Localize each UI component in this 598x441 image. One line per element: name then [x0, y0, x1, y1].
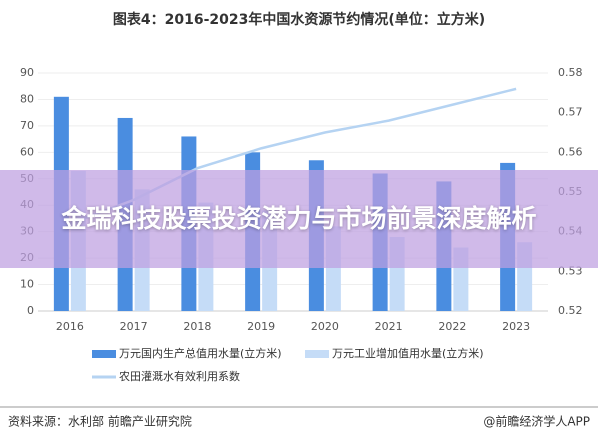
banner: 金瑞科技股票投资潜力与市场前景深度解析 [0, 170, 598, 268]
legend-swatch [305, 350, 329, 358]
x-tick-label: 2019 [247, 320, 275, 333]
x-tick-label: 2023 [502, 320, 530, 333]
y-tick-label: 60 [20, 145, 34, 158]
legend-label: 万元国内生产总值用水量(立方米) [119, 346, 282, 360]
x-tick-label: 2021 [375, 320, 403, 333]
legend-label: 万元工业增加值用水量(立方米) [332, 346, 484, 360]
y2-tick-label: 0.52 [558, 304, 583, 317]
y-tick-label: 70 [20, 119, 34, 132]
x-tick-label: 2018 [183, 320, 211, 333]
y2-tick-label: 0.56 [558, 145, 583, 158]
footer-brand: @前瞻经济学人APP [483, 414, 590, 429]
y-tick-label: 80 [20, 92, 34, 105]
y-tick-label: 90 [20, 66, 34, 79]
y-tick-label: 0 [27, 304, 34, 317]
footer-source: 资料来源：水利部 前瞻产业研究院 [8, 414, 192, 429]
chart-title: 图表4：2016-2023年中国水资源节约情况(单位：立方米) [113, 11, 485, 28]
y2-tick-label: 0.58 [558, 66, 583, 79]
x-tick-label: 2016 [56, 320, 84, 333]
legend-label: 农田灌溉水有效利用系数 [119, 369, 240, 383]
x-tick-label: 2022 [438, 320, 466, 333]
x-tick-label: 2020 [311, 320, 339, 333]
x-tick-label: 2017 [120, 320, 148, 333]
legend-swatch [92, 350, 116, 358]
y2-tick-label: 0.57 [558, 106, 583, 119]
banner-title: 金瑞科技股票投资潜力与市场前景深度解析 [61, 204, 537, 233]
y-tick-label: 10 [20, 278, 34, 291]
